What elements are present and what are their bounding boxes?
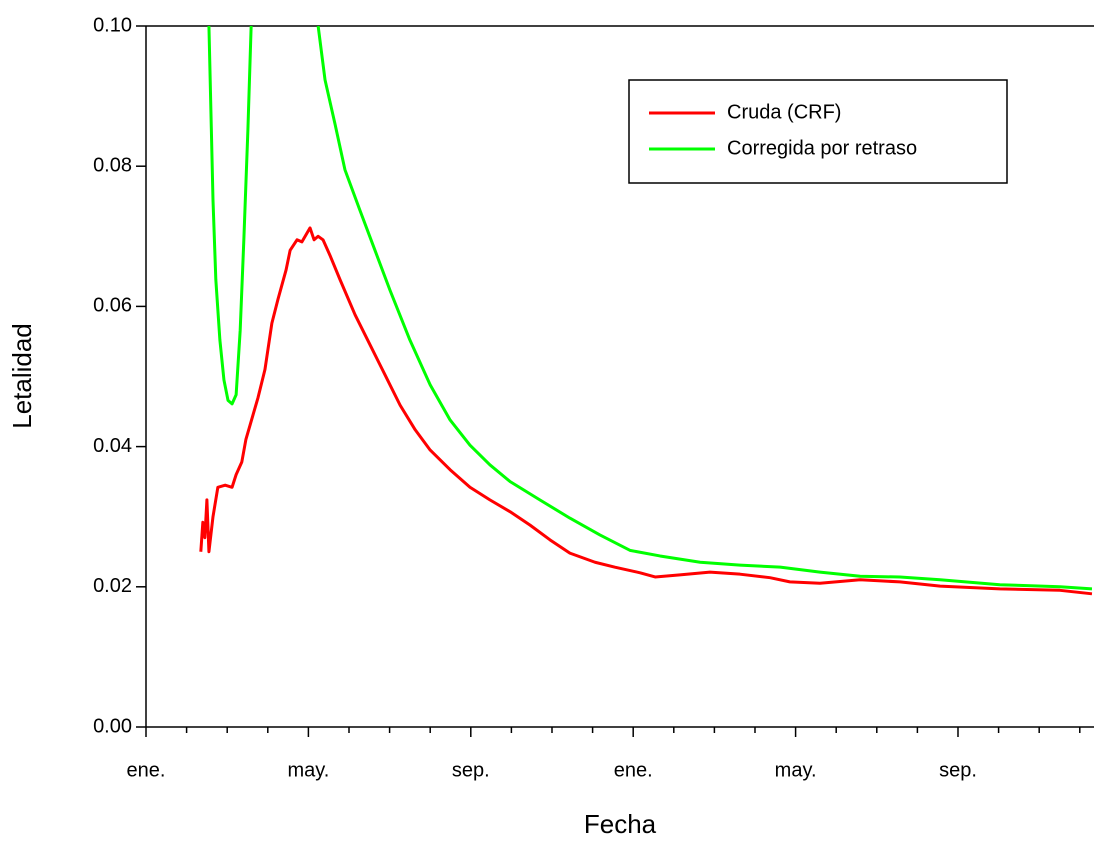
x-tick-label: ene. <box>614 759 653 781</box>
y-tick-label: 0.08 <box>93 154 132 176</box>
y-tick-label: 0.10 <box>93 14 132 36</box>
legend-label: Cruda (CRF) <box>727 101 841 123</box>
x-tick-label: sep. <box>939 759 977 781</box>
y-tick-label: 0.04 <box>93 435 132 457</box>
y-tick-label: 0.00 <box>93 715 132 737</box>
legend-box <box>628 79 1008 184</box>
x-tick-label: may. <box>775 759 817 781</box>
legend-label: Corregida por retraso <box>727 137 917 159</box>
x-axis-title: Fecha <box>584 809 657 839</box>
y-tick-label: 0.06 <box>93 295 132 317</box>
x-tick-label: sep. <box>452 759 490 781</box>
x-tick-label: may. <box>287 759 329 781</box>
y-axis-title: Letalidad <box>7 323 37 429</box>
data-line <box>207 26 1093 591</box>
legend: Cruda (CRF) Corregida por retraso <box>628 79 1008 184</box>
y-tick-label: 0.02 <box>93 575 132 597</box>
data-line <box>199 226 1093 596</box>
x-tick-label: ene. <box>127 759 166 781</box>
